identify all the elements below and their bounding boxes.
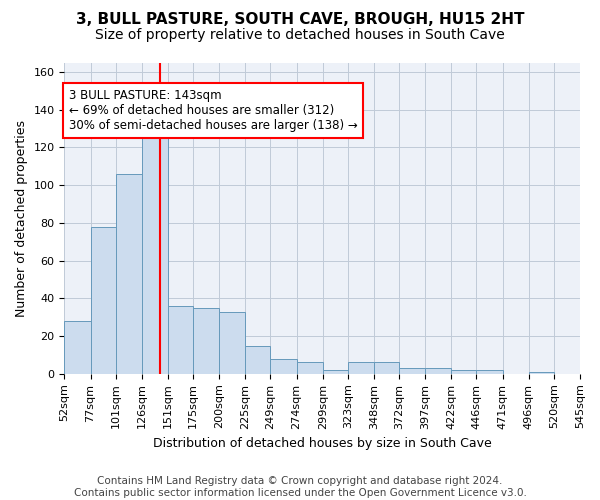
Text: Size of property relative to detached houses in South Cave: Size of property relative to detached ho… [95, 28, 505, 42]
Bar [168, 306, 193, 374]
Bar [271, 358, 296, 374]
Bar [245, 346, 271, 374]
Bar [64, 321, 91, 374]
Bar [296, 362, 323, 374]
Bar [91, 226, 116, 374]
Bar [425, 368, 451, 374]
Bar [374, 362, 399, 374]
Bar [399, 368, 425, 374]
Bar [142, 138, 168, 374]
Bar [476, 370, 503, 374]
Text: Contains HM Land Registry data © Crown copyright and database right 2024.
Contai: Contains HM Land Registry data © Crown c… [74, 476, 526, 498]
Text: 3, BULL PASTURE, SOUTH CAVE, BROUGH, HU15 2HT: 3, BULL PASTURE, SOUTH CAVE, BROUGH, HU1… [76, 12, 524, 28]
Bar [116, 174, 142, 374]
Y-axis label: Number of detached properties: Number of detached properties [15, 120, 28, 316]
Bar [323, 370, 348, 374]
Text: 3 BULL PASTURE: 143sqm
← 69% of detached houses are smaller (312)
30% of semi-de: 3 BULL PASTURE: 143sqm ← 69% of detached… [68, 89, 358, 132]
Bar [451, 370, 476, 374]
Bar [219, 312, 245, 374]
Bar [348, 362, 374, 374]
X-axis label: Distribution of detached houses by size in South Cave: Distribution of detached houses by size … [153, 437, 491, 450]
Bar [529, 372, 554, 374]
Bar [193, 308, 219, 374]
